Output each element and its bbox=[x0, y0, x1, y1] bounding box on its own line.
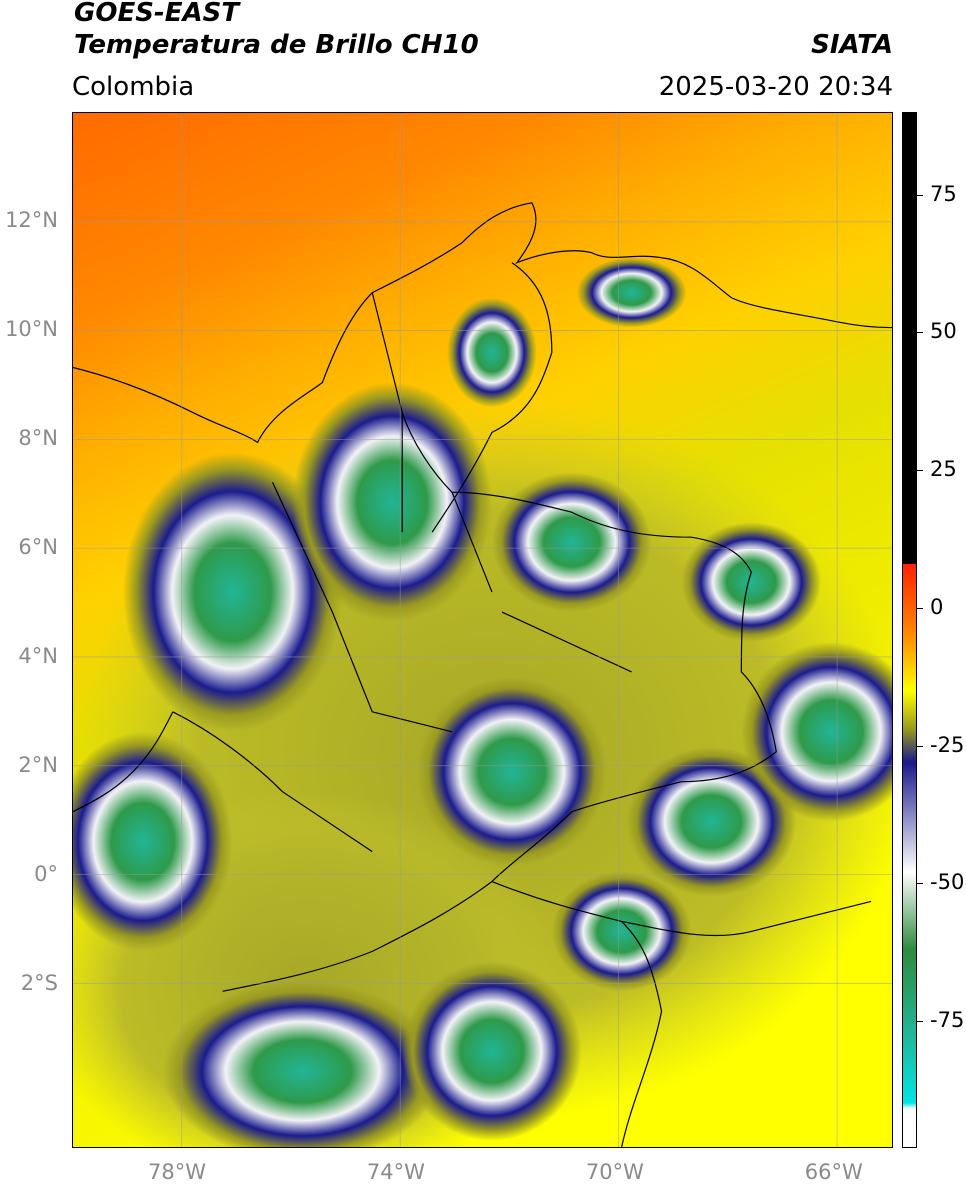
lat-tick-label: 2°N bbox=[18, 753, 58, 778]
lat-tick-label: 12°N bbox=[5, 208, 58, 233]
lon-tick-label: 70°W bbox=[585, 1160, 644, 1184]
colorbar-tick-mark bbox=[917, 883, 923, 885]
brightness-temperature-field bbox=[73, 113, 892, 1147]
colorbar-tick-label: -75 bbox=[930, 1008, 965, 1033]
colorbar-tick-mark bbox=[917, 607, 923, 609]
title-line-2: Temperatura de Brillo CH10 bbox=[74, 30, 479, 60]
satellite-map bbox=[72, 112, 893, 1148]
lat-tick-label: 2°S bbox=[20, 971, 58, 996]
lon-tick-label: 66°W bbox=[804, 1160, 863, 1184]
region-label: Colombia bbox=[72, 72, 195, 102]
colorbar-tick-mark bbox=[917, 745, 923, 747]
colorbar-tick-label: -25 bbox=[930, 732, 965, 757]
colorbar-tick-mark bbox=[917, 332, 923, 334]
lat-tick-label: 0° bbox=[34, 862, 58, 887]
lat-tick-label: 6°N bbox=[18, 535, 58, 560]
lat-tick-label: 10°N bbox=[5, 317, 58, 342]
colorbar-tick-mark bbox=[917, 1021, 923, 1023]
coastlines-and-borders bbox=[73, 202, 892, 1147]
lon-tick-label: 74°W bbox=[366, 1160, 425, 1184]
colorbar-tick-mark bbox=[917, 194, 923, 196]
datetime-label: 2025-03-20 20:34 bbox=[658, 72, 893, 102]
title-line-1: GOES-EAST bbox=[74, 0, 240, 28]
colorbar-tick-label: -50 bbox=[930, 870, 965, 895]
lat-tick-label: 8°N bbox=[18, 426, 58, 451]
colorbar-tick-label: 25 bbox=[930, 457, 957, 482]
colorbar-tick-label: 75 bbox=[930, 181, 957, 206]
map-gridlines bbox=[73, 113, 892, 1147]
source-label: SIATA bbox=[811, 30, 893, 60]
temperature-colorbar bbox=[902, 112, 917, 1148]
lon-tick-label: 78°W bbox=[147, 1160, 206, 1184]
colorbar-tick-mark bbox=[917, 470, 923, 472]
colorbar-tick-label: 50 bbox=[930, 319, 957, 344]
colorbar-tick-label: 0 bbox=[930, 594, 944, 619]
lat-tick-label: 4°N bbox=[18, 644, 58, 669]
